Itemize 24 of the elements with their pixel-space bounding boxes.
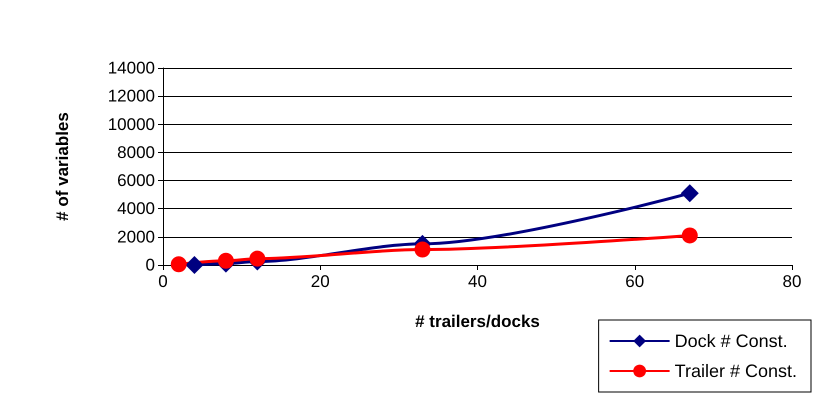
y-tick-label: 6000 [117,171,155,190]
point [414,242,430,258]
legend-label: Dock # Const. [674,331,788,351]
point [682,227,698,244]
x-tick-label: 40 [468,272,487,291]
y-axis-title: # of variables [53,112,72,221]
x-axis-title: # trailers/docks [415,312,540,331]
x-tick-label: 20 [310,272,330,291]
point [218,252,234,269]
y-tick-label: 10000 [108,114,155,134]
point [170,256,187,272]
y-tick-label: 14000 [108,58,155,78]
y-tick-label: 4000 [117,199,155,218]
point [185,256,204,274]
x-tick-label: 60 [625,272,644,291]
legend-label: Trailer # Const. [674,361,798,381]
y-tick-label: 12000 [108,86,155,106]
y-tick-label: 0 [146,256,155,274]
x-tick-label: 80 [782,272,802,291]
x-tick-label: 0 [158,272,168,291]
y-tick-label: 2000 [117,227,155,246]
y-tick-label: 8000 [117,142,155,162]
point [249,250,266,267]
point [680,184,699,202]
